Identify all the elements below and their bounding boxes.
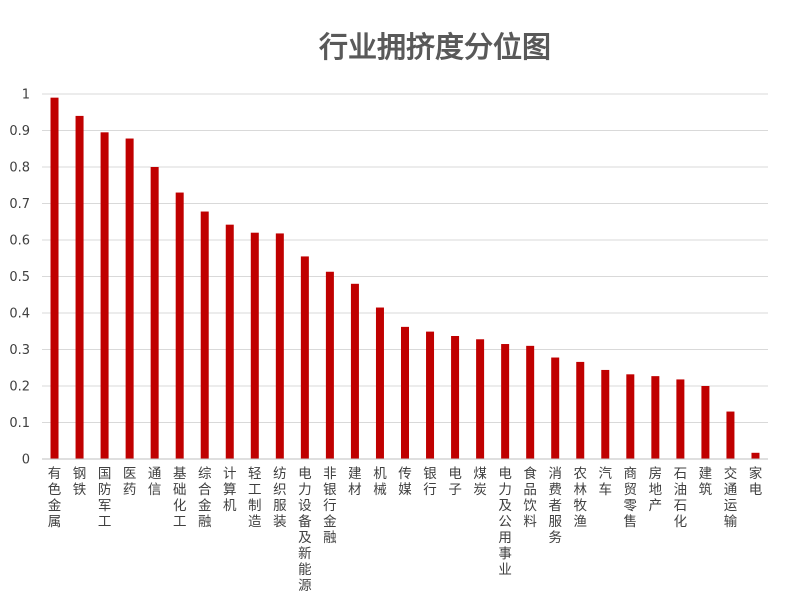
- chart-title: 行业拥挤度分位图: [318, 30, 551, 64]
- bars: [50, 97, 760, 460]
- y-tick-label: 0.8: [9, 161, 30, 176]
- bar: [626, 374, 635, 459]
- bar: [75, 115, 84, 460]
- y-tick-label: 0.1: [9, 416, 30, 431]
- bar: [676, 379, 685, 459]
- bar: [476, 339, 485, 459]
- x-tick-label: 通信: [148, 466, 162, 498]
- bar: [375, 307, 384, 459]
- x-axis-labels: 有色金属钢铁国防军工医药通信基础化工综合金融计算机轻工制造纺织服装电力设备及新能…: [48, 465, 763, 594]
- bar: [451, 335, 460, 459]
- bar: [325, 271, 334, 459]
- x-tick-label: 银行: [423, 466, 437, 498]
- bar: [200, 211, 209, 459]
- x-tick-label: 基础化工: [173, 465, 187, 530]
- x-tick-label: 电子: [448, 466, 462, 498]
- bar: [350, 283, 359, 459]
- bar: [250, 232, 259, 459]
- x-tick-label: 房地产: [649, 466, 663, 514]
- bar: [601, 369, 610, 459]
- bar: [401, 326, 409, 459]
- x-tick-label: 传媒: [398, 466, 412, 498]
- y-tick-label: 0.3: [9, 343, 30, 358]
- bar: [501, 344, 510, 459]
- bar: [701, 386, 710, 459]
- x-tick-label: 非银行金融: [323, 466, 337, 546]
- y-tick-label: 0.5: [9, 270, 30, 285]
- bar: [551, 357, 560, 459]
- bar: [426, 331, 435, 459]
- bar: [275, 233, 284, 459]
- bar: [651, 376, 660, 459]
- x-tick-label: 机械: [373, 466, 387, 498]
- bar: [150, 167, 159, 459]
- x-tick-label: 食品饮料: [523, 465, 537, 530]
- x-tick-label: 石油石化: [674, 466, 688, 530]
- y-tick-label: 0.6: [9, 234, 30, 249]
- x-tick-label: 纺织服装: [273, 466, 287, 530]
- y-tick-label: 0.2: [9, 380, 30, 395]
- bar: [576, 361, 585, 459]
- x-tick-label: 电力设备及新能源: [298, 466, 312, 594]
- x-tick-label: 家电: [749, 465, 763, 498]
- x-tick-label: 汽车: [599, 466, 613, 498]
- y-tick-label: 1: [22, 88, 30, 103]
- y-tick-label: 0: [22, 453, 30, 468]
- bar: [175, 192, 184, 460]
- bar: [100, 132, 109, 459]
- x-tick-label: 计算机: [223, 466, 237, 514]
- x-tick-label: 交通运输: [724, 465, 738, 530]
- bar: [526, 345, 535, 459]
- bar: [300, 256, 309, 459]
- x-tick-label: 建材: [348, 466, 362, 498]
- x-tick-label: 农林牧渔: [573, 466, 587, 530]
- x-tick-label: 建筑: [699, 466, 713, 498]
- x-tick-label: 钢铁: [73, 466, 87, 498]
- bar: [726, 411, 735, 459]
- bar: [225, 224, 234, 459]
- x-tick-label: 国防军工: [98, 466, 112, 530]
- y-axis-ticks: 0 0.1 0.2 0.3 0.4 0.5 0.6 0.7 0.8 0.9 1: [9, 88, 30, 468]
- bar: [50, 97, 59, 460]
- x-tick-label: 煤炭: [473, 466, 487, 498]
- x-tick-label: 综合金融: [198, 466, 212, 530]
- x-tick-label: 消费者服务: [548, 466, 562, 546]
- x-tick-label: 轻工制造: [248, 466, 262, 530]
- x-tick-label: 有色金属: [48, 466, 62, 530]
- x-tick-label: 电力及公用事业: [498, 466, 512, 578]
- y-tick-label: 0.4: [9, 307, 30, 322]
- bar: [125, 138, 134, 459]
- y-tick-label: 0.9: [9, 124, 30, 139]
- y-tick-label: 0.7: [9, 197, 30, 212]
- x-tick-label: 医药: [123, 466, 137, 498]
- bar: [751, 452, 760, 459]
- x-tick-label: 商贸零售: [624, 466, 638, 530]
